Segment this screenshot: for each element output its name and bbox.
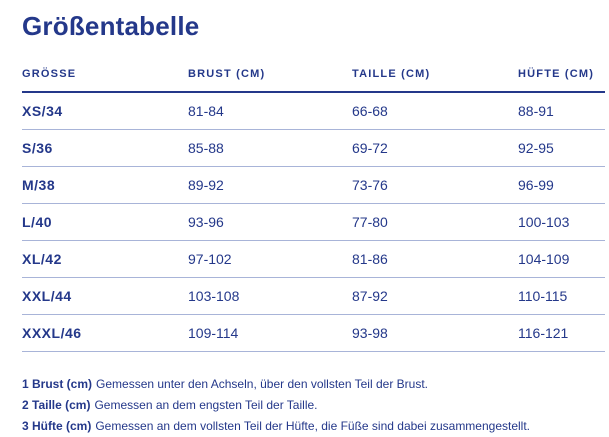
table-row: L/40 93-96 77-80 100-103	[22, 204, 605, 241]
table-row: M/38 89-92 73-76 96-99	[22, 167, 605, 204]
brust-value: 81-84	[188, 102, 224, 119]
brust-value: 97-102	[188, 250, 232, 267]
brust-value: 109-114	[188, 324, 239, 341]
measurement-footnotes: 1 Brust (cm) Gemessen unter den Achseln, …	[22, 374, 605, 437]
table-row: XXL/44 103-108 87-92 110-115	[22, 278, 605, 315]
taille-value: 93-98	[352, 324, 388, 341]
brust-value: 89-92	[188, 176, 224, 193]
taille-value: 87-92	[352, 287, 388, 304]
taille-value: 73-76	[352, 176, 388, 193]
size-label: S/36	[22, 139, 53, 156]
footnote-taille: 2 Taille (cm) Gemessen an dem engsten Tei…	[22, 395, 605, 416]
brust-value: 103-108	[188, 287, 240, 304]
footnote-label: 1 Brust (cm)	[22, 376, 93, 391]
footnote-text: Gemessen an dem vollsten Teil der Hüfte,…	[95, 418, 531, 433]
size-table: GRÖSSE BRUST (CM) TAILLE (CM) HÜFTE (CM)…	[22, 68, 605, 352]
huefte-value: 96-99	[518, 176, 554, 193]
table-header-row: GRÖSSE BRUST (CM) TAILLE (CM) HÜFTE (CM)	[22, 68, 605, 93]
footnote-brust: 1 Brust (cm) Gemessen unter den Achseln, …	[22, 374, 605, 395]
column-header-huefte: HÜFTE (CM)	[518, 67, 595, 80]
footnote-label: 2 Taille (cm)	[22, 397, 91, 412]
size-label: M/38	[22, 176, 56, 193]
column-header-brust: BRUST (CM)	[188, 67, 266, 80]
size-label: XS/34	[22, 102, 63, 119]
brust-value: 93-96	[188, 213, 224, 230]
size-label: XXXL/46	[22, 324, 82, 341]
taille-value: 77-80	[352, 213, 388, 230]
table-row: XL/42 97-102 81-86 104-109	[22, 241, 605, 278]
taille-value: 81-86	[352, 250, 388, 267]
page-title: Größentabelle	[22, 11, 200, 41]
footnote-text: Gemessen unter den Achseln, über den vol…	[96, 376, 428, 391]
table-row: XS/34 81-84 66-68 88-91	[22, 93, 605, 130]
column-header-taille: TAILLE (CM)	[352, 67, 431, 80]
huefte-value: 88-91	[518, 102, 554, 119]
table-row: S/36 85-88 69-72 92-95	[22, 130, 605, 167]
huefte-value: 116-121	[518, 324, 569, 341]
size-label: XXL/44	[22, 287, 72, 304]
taille-value: 69-72	[352, 139, 388, 156]
footnote-huefte: 3 Hüfte (cm) Gemessen an dem vollsten Tei…	[22, 416, 605, 437]
huefte-value: 100-103	[518, 213, 570, 230]
huefte-value: 110-115	[518, 287, 568, 304]
table-row: XXXL/46 109-114 93-98 116-121	[22, 315, 605, 352]
column-header-groesse: GRÖSSE	[22, 67, 77, 80]
footnote-text: Gemessen an dem engsten Teil der Taille.	[94, 397, 318, 412]
size-label: XL/42	[22, 250, 62, 267]
footnote-label: 3 Hüfte (cm)	[22, 418, 92, 433]
taille-value: 66-68	[352, 102, 388, 119]
huefte-value: 92-95	[518, 139, 554, 156]
size-label: L/40	[22, 213, 53, 230]
huefte-value: 104-109	[518, 250, 570, 267]
brust-value: 85-88	[188, 139, 224, 156]
